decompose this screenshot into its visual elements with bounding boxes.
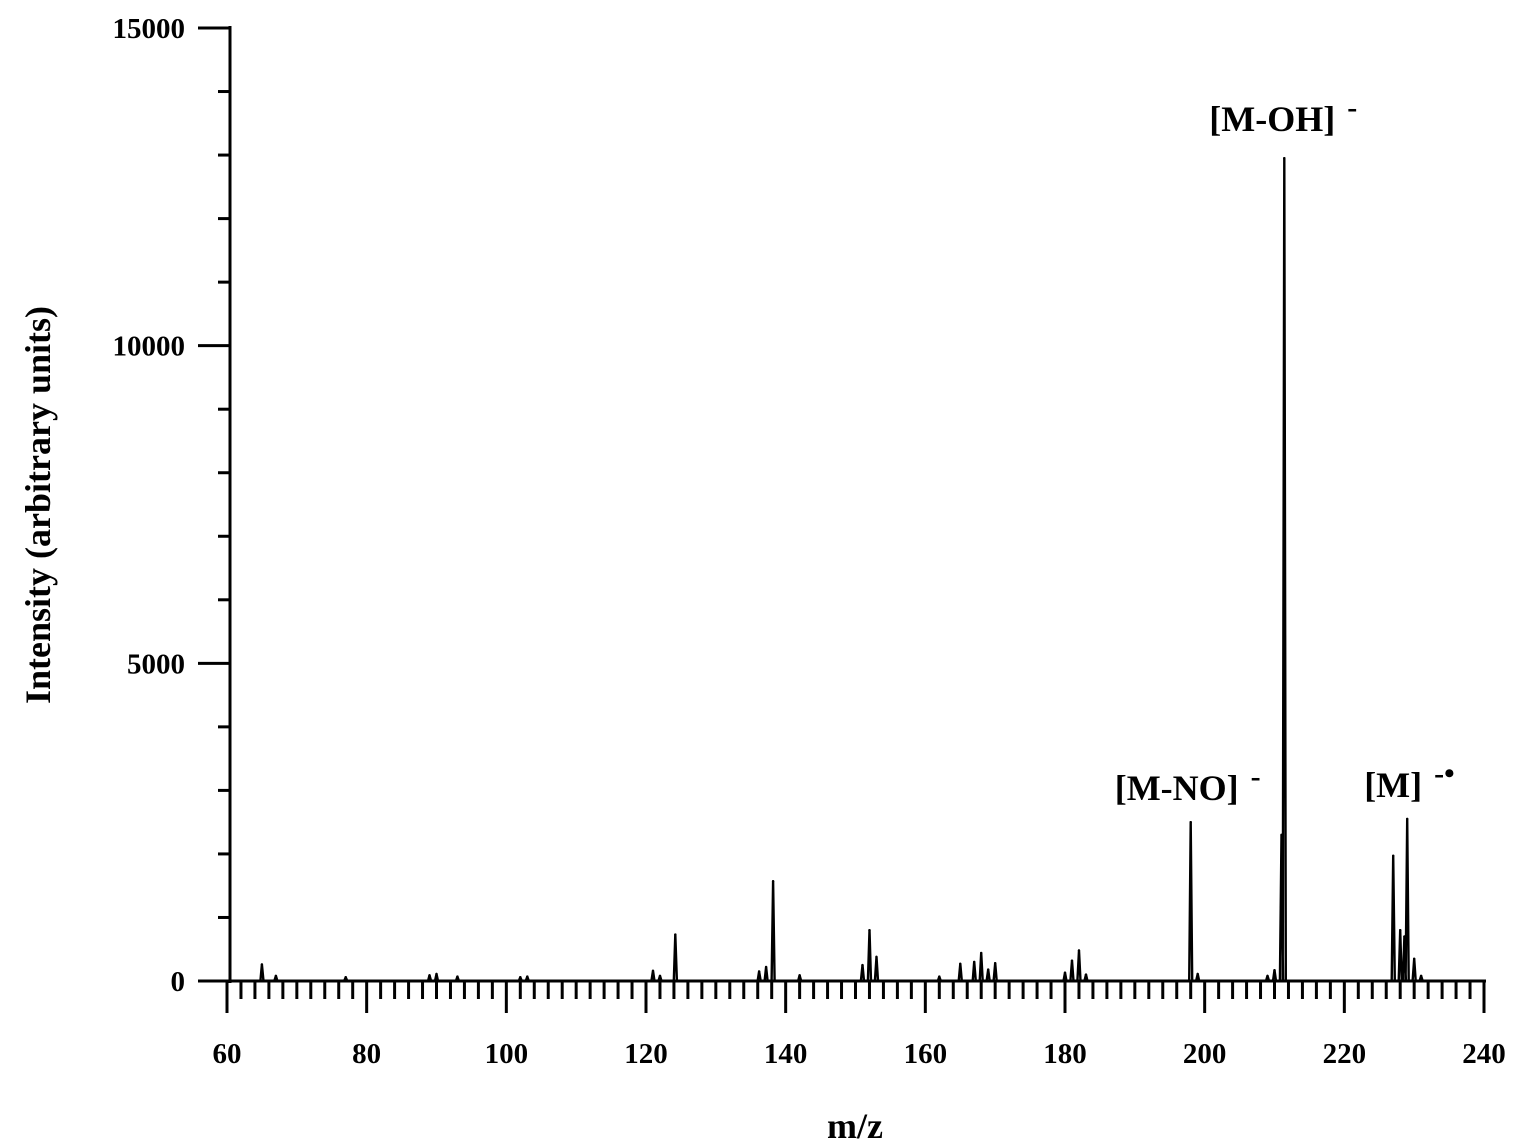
y-axis-title: Intensity (arbitrary units)	[18, 306, 58, 704]
x-tick-label: 200	[1183, 1038, 1227, 1070]
y-tick-label: 10000	[113, 331, 186, 363]
peak-charge: -	[1251, 760, 1261, 793]
y-tick-label: 5000	[127, 648, 185, 680]
x-tick-label: 240	[1462, 1038, 1506, 1070]
spectrum-line	[227, 157, 1484, 983]
x-axis-title: m/z	[827, 1106, 883, 1145]
peak-annotations: [M-NO] -[M-OH] -[M] -•	[1115, 91, 1455, 808]
x-tick-label: 120	[624, 1038, 668, 1070]
x-tick-label: 180	[1043, 1038, 1087, 1070]
x-tick-label: 100	[485, 1038, 529, 1070]
spectrum-series	[227, 157, 1484, 983]
peak-charge: -	[1347, 91, 1357, 124]
peak-label: [M-NO]	[1115, 768, 1239, 808]
y-axis: 0 5000 10000 15000	[113, 13, 232, 998]
x-tick-label: 160	[904, 1038, 948, 1070]
y-tick-label: 0	[171, 966, 186, 998]
peak-label: [M]	[1364, 765, 1422, 805]
x-tick-label: 60	[213, 1038, 242, 1070]
x-tick-label: 220	[1323, 1038, 1367, 1070]
x-tick-label: 80	[352, 1038, 381, 1070]
peak-label: [M-OH]	[1209, 99, 1335, 139]
x-tick-label: 140	[764, 1038, 808, 1070]
x-axis: 60 80 100 120 140 160 180 200 220 240	[199, 979, 1506, 1070]
peak-charge: -•	[1434, 757, 1455, 790]
y-tick-label: 15000	[113, 13, 186, 45]
